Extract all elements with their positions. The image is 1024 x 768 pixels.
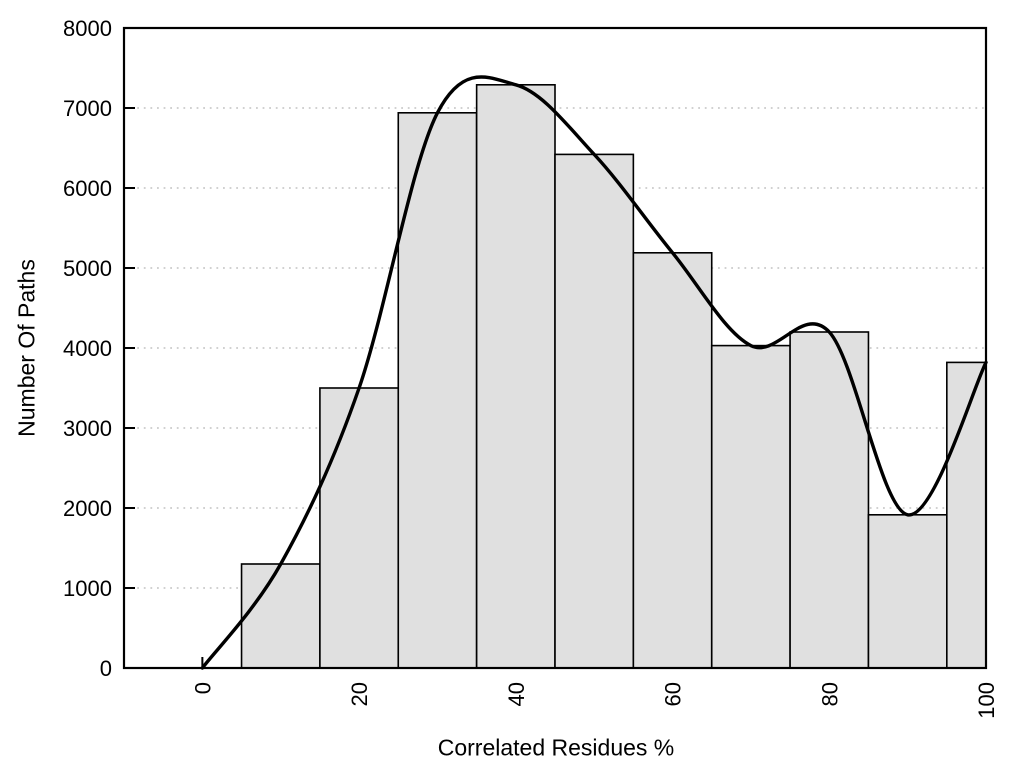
y-tick-labels: 0 1000 2000 3000 4000 5000 6000 7000 8000 bbox=[63, 16, 112, 681]
x-tick-label-0: 0 bbox=[190, 682, 215, 694]
y-tick-label-0: 0 bbox=[100, 656, 112, 681]
density-curve bbox=[200, 75, 988, 670]
bar-80 bbox=[789, 331, 870, 669]
x-tick-label-20: 20 bbox=[347, 682, 372, 706]
y-tick-label-4000: 4000 bbox=[63, 336, 112, 361]
y-tick-label-5000: 5000 bbox=[63, 256, 112, 281]
y-tick-label-7000: 7000 bbox=[63, 96, 112, 121]
y-tick-label-2000: 2000 bbox=[63, 496, 112, 521]
bar-50 bbox=[554, 153, 635, 669]
bar-10 bbox=[240, 563, 321, 669]
y-tick-label-6000: 6000 bbox=[63, 176, 112, 201]
y-tick-label-3000: 3000 bbox=[63, 416, 112, 441]
x-tick-label-100: 100 bbox=[974, 682, 999, 719]
histogram-bars bbox=[240, 84, 987, 669]
bar-20 bbox=[319, 387, 400, 669]
x-tick-label-60: 60 bbox=[661, 682, 686, 706]
bar-70 bbox=[710, 344, 791, 669]
y-tick-label-1000: 1000 bbox=[63, 576, 112, 601]
x-tick-label-80: 80 bbox=[817, 682, 842, 706]
bar-60 bbox=[632, 252, 713, 669]
bar-90 bbox=[867, 513, 948, 669]
x-tick-label-40: 40 bbox=[504, 682, 529, 706]
plot-border bbox=[122, 26, 988, 670]
y-tick-label-8000: 8000 bbox=[63, 16, 112, 41]
x-tick-labels: 0 20 40 60 80 100 bbox=[190, 682, 999, 719]
bar-40 bbox=[475, 84, 556, 669]
